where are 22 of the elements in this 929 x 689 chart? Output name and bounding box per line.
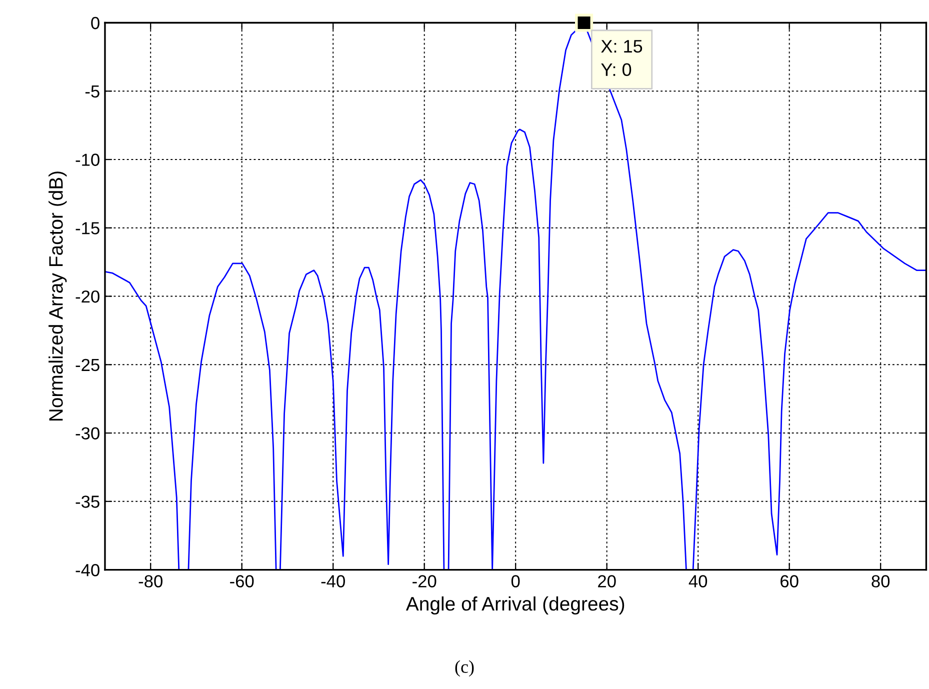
x-tick-label: 80 bbox=[872, 575, 890, 588]
y-tick-label: -40 bbox=[76, 564, 100, 576]
x-axis-title: Angle of Arrival (degrees) bbox=[406, 596, 624, 615]
x-tick-label: 0 bbox=[511, 575, 520, 588]
x-tick-label: -40 bbox=[321, 575, 345, 588]
x-tick-label: 40 bbox=[688, 575, 708, 588]
y-axis-title: Normalized Array Factor (dB) bbox=[48, 172, 67, 421]
x-tick-label: -20 bbox=[412, 575, 436, 588]
y-tick-label: -5 bbox=[85, 85, 100, 98]
annotation: X: 15 Y: 0 bbox=[601, 40, 642, 76]
y-tick-label: -20 bbox=[76, 290, 100, 303]
x-tick-label: -60 bbox=[230, 575, 254, 588]
x-tick-label: 20 bbox=[598, 575, 616, 588]
y-tick-label: -15 bbox=[76, 222, 100, 234]
x-tick-label: 60 bbox=[780, 575, 798, 588]
y-tick-label: -30 bbox=[76, 427, 100, 440]
x-tick-label: -80 bbox=[138, 575, 162, 588]
y-tick-label: -10 bbox=[76, 154, 100, 166]
y-tick-label: 0 bbox=[91, 16, 100, 30]
text: (c) bbox=[455, 660, 474, 677]
y-tick-label: -25 bbox=[76, 358, 100, 372]
y-tick-label: -35 bbox=[76, 496, 100, 508]
